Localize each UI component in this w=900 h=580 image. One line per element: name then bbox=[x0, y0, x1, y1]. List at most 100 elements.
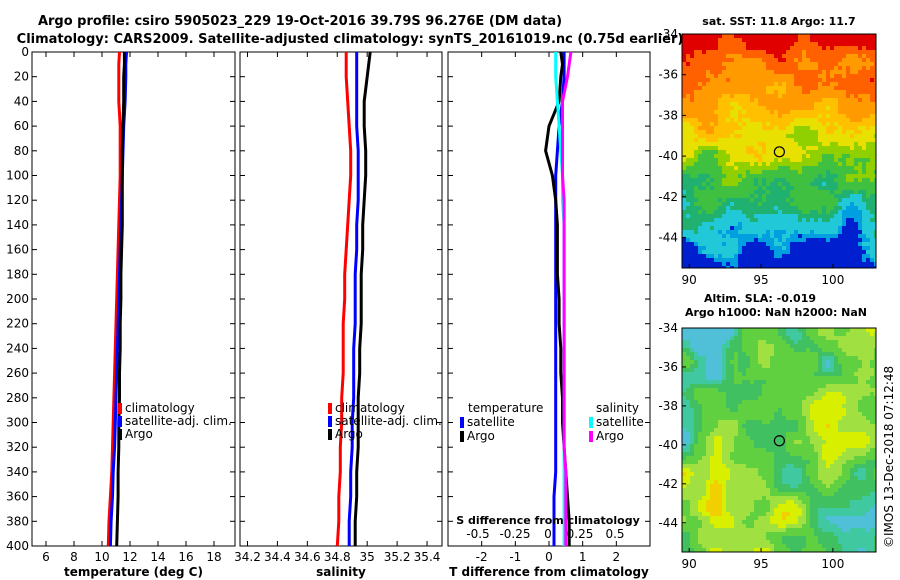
map-cell bbox=[830, 360, 834, 364]
map-cell bbox=[842, 146, 846, 150]
map-cell bbox=[822, 380, 826, 384]
map-cell bbox=[722, 218, 726, 222]
map-cell bbox=[742, 432, 746, 436]
map-cell bbox=[858, 94, 862, 98]
map-cell bbox=[738, 74, 742, 78]
map-cell bbox=[682, 352, 686, 356]
map-cell bbox=[698, 158, 702, 162]
map-cell bbox=[806, 210, 810, 214]
map-cell bbox=[822, 356, 826, 360]
map-cell bbox=[710, 356, 714, 360]
map-cell bbox=[862, 460, 866, 464]
map-cell bbox=[786, 46, 790, 50]
map-cell bbox=[802, 38, 806, 42]
map-cell bbox=[826, 66, 830, 70]
map-cell bbox=[754, 238, 758, 242]
map-cell bbox=[854, 440, 858, 444]
map-cell bbox=[842, 356, 846, 360]
map-cell bbox=[770, 126, 774, 130]
map-cell bbox=[762, 380, 766, 384]
map-cell bbox=[866, 364, 870, 368]
map-cell bbox=[702, 238, 706, 242]
map-cell bbox=[802, 328, 806, 332]
map-cell bbox=[838, 210, 842, 214]
map-cell bbox=[794, 146, 798, 150]
map-cell bbox=[762, 222, 766, 226]
map-cell bbox=[730, 428, 734, 432]
map-cell bbox=[754, 58, 758, 62]
map-cell bbox=[694, 166, 698, 170]
map-cell bbox=[862, 472, 866, 476]
map-cell bbox=[762, 336, 766, 340]
map-cell bbox=[802, 392, 806, 396]
map-cell bbox=[798, 158, 802, 162]
map-cell bbox=[750, 360, 754, 364]
map-cell bbox=[702, 110, 706, 114]
map-cell bbox=[866, 368, 870, 372]
map-cell bbox=[718, 62, 722, 66]
map-cell bbox=[758, 82, 762, 86]
map-cell bbox=[694, 118, 698, 122]
map-cell bbox=[854, 50, 858, 54]
map-cell bbox=[726, 38, 730, 42]
map-cell bbox=[718, 464, 722, 468]
map-cell bbox=[722, 420, 726, 424]
map-cell bbox=[774, 428, 778, 432]
map-cell bbox=[710, 400, 714, 404]
map-cell bbox=[766, 94, 770, 98]
map-cell bbox=[818, 336, 822, 340]
map-cell bbox=[706, 190, 710, 194]
map-cell bbox=[786, 154, 790, 158]
map-cell bbox=[838, 384, 842, 388]
map-cell bbox=[770, 408, 774, 412]
map-cell bbox=[794, 74, 798, 78]
map-cell bbox=[866, 110, 870, 114]
map-cell bbox=[834, 404, 838, 408]
map-cell bbox=[818, 412, 822, 416]
map-cell bbox=[794, 94, 798, 98]
map-cell bbox=[738, 162, 742, 166]
map-cell bbox=[746, 146, 750, 150]
map-cell bbox=[686, 110, 690, 114]
map-cell bbox=[774, 372, 778, 376]
map-cell bbox=[862, 226, 866, 230]
map-cell bbox=[686, 266, 690, 268]
map-cell bbox=[794, 392, 798, 396]
map-cell bbox=[810, 54, 814, 58]
map-cell bbox=[782, 142, 786, 146]
map-cell bbox=[818, 460, 822, 464]
map-cell bbox=[766, 356, 770, 360]
map-cell bbox=[830, 130, 834, 134]
map-cell bbox=[866, 412, 870, 416]
map-cell bbox=[778, 408, 782, 412]
map-cell bbox=[830, 62, 834, 66]
map-cell bbox=[854, 206, 858, 210]
map-cell bbox=[750, 166, 754, 170]
map-cell bbox=[726, 246, 730, 250]
map-cell bbox=[714, 460, 718, 464]
map-cell bbox=[738, 234, 742, 238]
y-tick-label: 140 bbox=[6, 218, 29, 232]
map-cell bbox=[742, 250, 746, 254]
map-cell bbox=[694, 94, 698, 98]
map-cell bbox=[798, 372, 802, 376]
map-cell bbox=[730, 114, 734, 118]
map-cell bbox=[854, 262, 858, 266]
map-cell bbox=[830, 396, 834, 400]
map-cell bbox=[870, 42, 874, 46]
map-cell bbox=[854, 130, 858, 134]
map-cell bbox=[686, 218, 690, 222]
map-cell bbox=[826, 34, 830, 38]
map-cell bbox=[798, 166, 802, 170]
map-cell bbox=[750, 464, 754, 468]
map-cell bbox=[774, 388, 778, 392]
map-cell bbox=[862, 266, 866, 268]
map-cell bbox=[778, 218, 782, 222]
map-cell bbox=[870, 162, 874, 166]
map-cell bbox=[706, 250, 710, 254]
map-cell bbox=[814, 396, 818, 400]
map-cell bbox=[754, 210, 758, 214]
map-cell bbox=[794, 78, 798, 82]
map-cell bbox=[786, 258, 790, 262]
map-cell bbox=[774, 62, 778, 66]
